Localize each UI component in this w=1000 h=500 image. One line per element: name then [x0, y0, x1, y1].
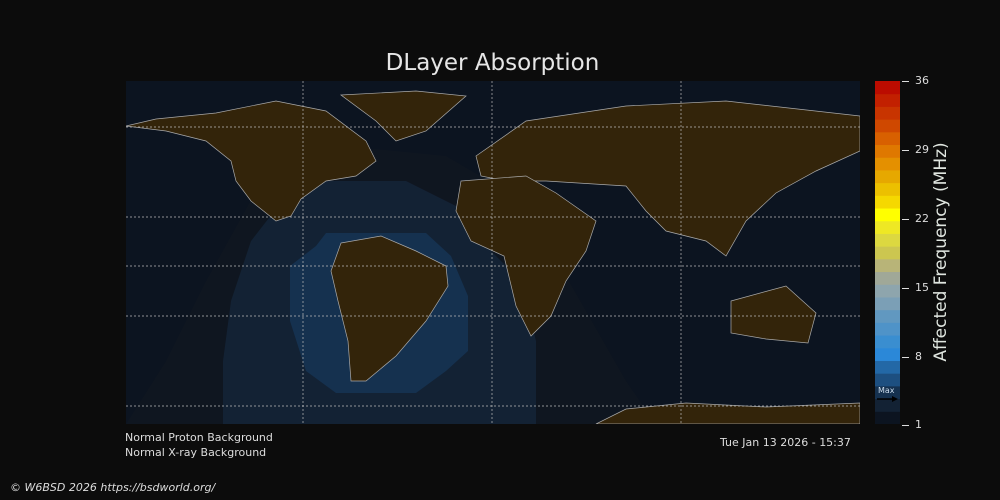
colorbar-segment — [875, 93, 900, 107]
absorption-map — [126, 81, 860, 424]
colorbar-tick: 29 — [902, 143, 929, 156]
colorbar-tick: 1 — [902, 418, 922, 431]
colorbar-segment — [875, 284, 900, 298]
colorbar-segment — [875, 144, 900, 158]
landmass-north-america — [126, 100, 377, 222]
colorbar-segment — [875, 335, 900, 349]
colorbar-segment — [875, 373, 900, 387]
timestamp: Tue Jan 13 2026 - 15:37 — [720, 436, 851, 449]
colorbar-segment — [875, 246, 900, 260]
colorbar-segment — [875, 322, 900, 336]
xray-status: Normal X-ray Background — [125, 446, 267, 459]
colorbar-tick: 15 — [902, 281, 929, 294]
colorbar-segment — [875, 208, 900, 222]
landmass-south-america — [330, 235, 449, 382]
colorbar-segment — [875, 220, 900, 234]
colorbar-segment — [875, 360, 900, 374]
colorbar-segment — [875, 258, 900, 273]
colorbar-tick: 22 — [902, 212, 929, 225]
colorbar-segment — [875, 106, 900, 120]
colorbar-segment — [875, 411, 900, 424]
landmass-antarctica — [595, 402, 860, 424]
colorbar-segment — [875, 296, 900, 311]
colorbar-tick: 8 — [902, 350, 922, 363]
footer-credit: © W6BSD 2026 https://bsdworld.org/ — [10, 481, 216, 494]
colorbar-segment — [875, 182, 900, 196]
colorbar-segment — [875, 195, 900, 209]
colorbar-label: Affected Frequency (MHz) — [931, 142, 951, 362]
colorbar-segment — [875, 398, 900, 412]
colorbar-segment — [875, 385, 900, 400]
colorbar-segment — [875, 271, 900, 285]
graticule — [126, 81, 860, 424]
colorbar-tick: 36 — [902, 74, 929, 87]
colorbar-segment — [875, 157, 900, 171]
colorbar-segment — [875, 309, 900, 323]
colorbar — [875, 81, 900, 424]
max-marker-label: Max — [878, 386, 895, 395]
colorbar-segment — [875, 119, 900, 133]
landmass-greenland — [340, 90, 467, 142]
landmass-eurasia — [475, 100, 860, 257]
landmass-australia — [730, 285, 817, 344]
colorbar-segment — [875, 81, 900, 95]
colorbar-segment — [875, 233, 900, 247]
max-arrow-icon — [877, 396, 898, 402]
colorbar-segment — [875, 131, 900, 146]
colorbar-segment — [875, 169, 900, 184]
colorbar-segment — [875, 347, 900, 361]
chart-title: DLayer Absorption — [385, 50, 600, 76]
proton-status: Normal Proton Background — [125, 431, 273, 444]
